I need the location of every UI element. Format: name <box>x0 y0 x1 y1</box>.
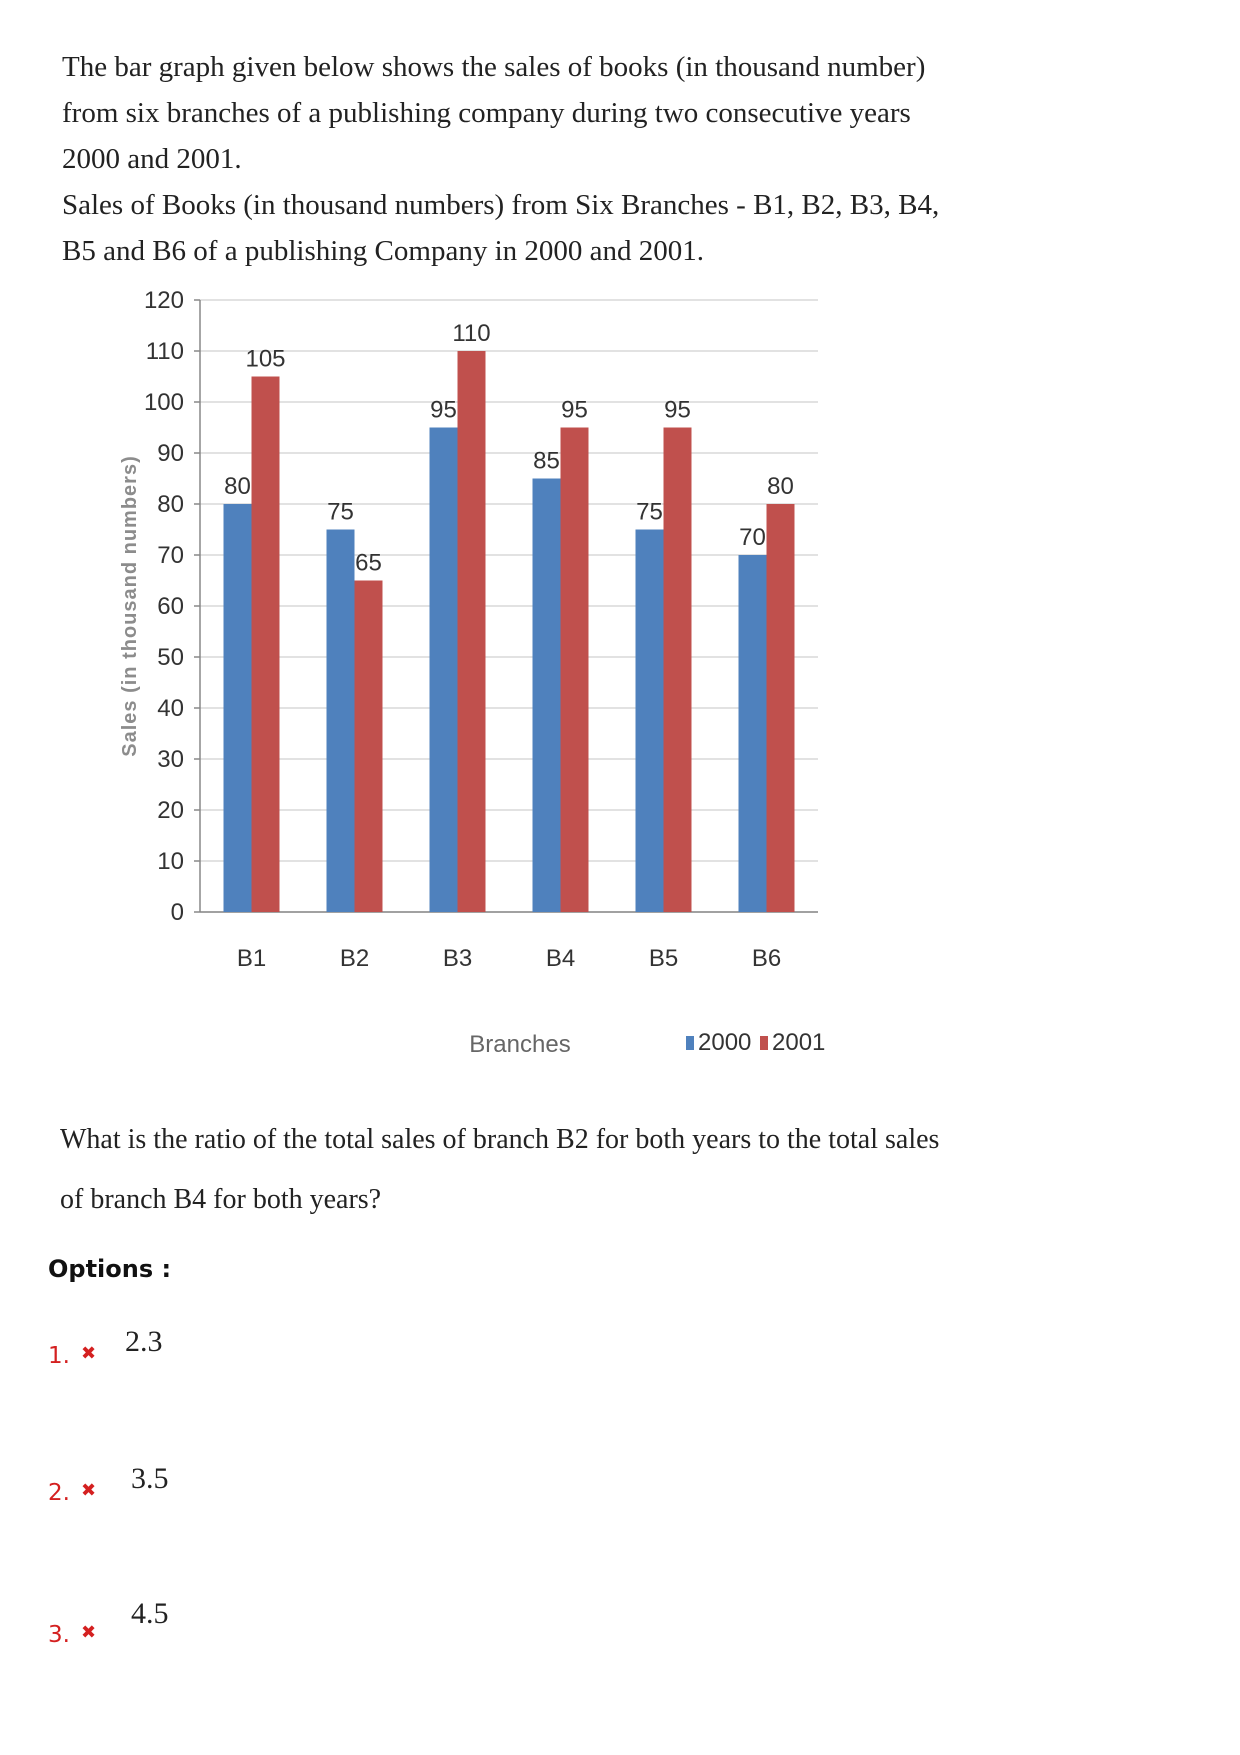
y-tick-label: 50 <box>157 644 184 671</box>
data-label: 95 <box>430 397 457 424</box>
x-tick-label: B5 <box>649 945 678 972</box>
bar-b3-2000 <box>429 427 458 912</box>
data-label: 105 <box>245 346 285 373</box>
bar-b5-2001 <box>663 427 692 912</box>
y-tick-label: 80 <box>157 491 184 518</box>
y-tick-label: 90 <box>157 440 184 467</box>
bar-b1-2000 <box>223 504 252 912</box>
legend-label-2000: 2000 <box>698 1029 751 1056</box>
data-label: 65 <box>355 550 382 577</box>
y-tick-label: 110 <box>146 338 184 365</box>
option-number: 1. <box>48 1343 70 1369</box>
intro-text: The bar graph given below shows the sale… <box>62 44 962 274</box>
cross-icon: ✖ <box>81 1343 97 1364</box>
x-tick-label: B4 <box>546 945 575 972</box>
option-value: 2.3 <box>125 1325 163 1358</box>
y-tick-label: 20 <box>157 797 184 824</box>
option-number: 3. <box>48 1622 70 1648</box>
bar-b1-2001 <box>251 376 280 912</box>
option-value: 3.5 <box>131 1462 169 1495</box>
data-label: 75 <box>327 499 354 526</box>
x-tick-label: B2 <box>340 945 369 972</box>
x-tick-label: B6 <box>752 945 781 972</box>
y-tick-label: 40 <box>157 695 184 722</box>
data-label: 75 <box>636 499 663 526</box>
y-tick-label: 70 <box>157 542 184 569</box>
bar-b4-2001 <box>560 427 589 912</box>
data-label: 70 <box>739 524 766 551</box>
legend-swatch-2001 <box>760 1036 768 1050</box>
x-axis-title: Branches <box>469 1031 570 1058</box>
y-tick-label: 60 <box>157 593 184 620</box>
options-label: Options : <box>48 1255 172 1283</box>
option-value: 4.5 <box>131 1597 169 1630</box>
option-number: 2. <box>48 1480 70 1506</box>
bar-b2-2001 <box>354 580 383 912</box>
y-tick-label: 100 <box>144 389 184 416</box>
data-label: 80 <box>224 473 251 500</box>
y-tick-label: 120 <box>144 287 184 314</box>
bar-b6-2000 <box>738 555 767 912</box>
bar-b5-2000 <box>635 529 664 912</box>
legend-swatch-2000 <box>686 1036 694 1050</box>
bar-b6-2001 <box>766 504 795 912</box>
data-label: 85 <box>533 448 560 475</box>
legend-label-2001: 2001 <box>772 1029 825 1056</box>
x-tick-label: B3 <box>443 945 472 972</box>
y-tick-label: 0 <box>171 899 184 926</box>
data-label: 95 <box>561 397 588 424</box>
cross-icon: ✖ <box>81 1480 97 1501</box>
y-tick-label: 30 <box>157 746 184 773</box>
data-label: 95 <box>664 397 691 424</box>
x-tick-label: B1 <box>237 945 266 972</box>
y-tick-label: 10 <box>157 848 184 875</box>
data-label: 80 <box>767 473 794 500</box>
y-axis-title: Sales (in thousand numbers) <box>119 455 141 756</box>
bar-b4-2000 <box>532 478 561 912</box>
bar-b2-2000 <box>326 529 355 912</box>
bar-chart: 010203040506070809010011012080105B17565B… <box>119 287 825 1058</box>
intro-line-2: Sales of Books (in thousand numbers) fro… <box>62 189 940 267</box>
cross-icon: ✖ <box>81 1622 97 1643</box>
bar-b3-2001 <box>457 351 486 912</box>
question-text: What is the ratio of the total sales of … <box>60 1124 940 1215</box>
intro-line-1: The bar graph given below shows the sale… <box>62 51 926 175</box>
data-label: 110 <box>452 320 490 347</box>
